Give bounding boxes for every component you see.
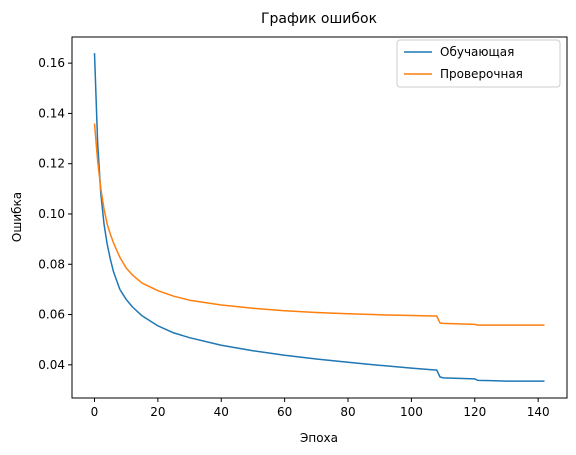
x-tick-label: 0	[91, 405, 99, 419]
legend-label-train: Обучающая	[440, 45, 514, 59]
y-tick-label: 0.08	[38, 257, 65, 271]
plot-frame	[71, 36, 568, 399]
y-tick-label: 0.12	[38, 157, 65, 171]
legend-box	[396, 39, 561, 88]
plot-area	[93, 53, 545, 382]
x-tick-label: 60	[277, 405, 292, 419]
x-tick-label: 140	[527, 405, 550, 419]
x-axis-label: Эпоха	[300, 431, 338, 445]
y-axis-label: Ошибка	[10, 192, 24, 242]
y-tick-label: 0.10	[38, 207, 65, 221]
y-tick-label: 0.14	[38, 106, 65, 120]
legend-label-validation: Проверочная	[440, 67, 523, 81]
series-line-0	[93, 53, 545, 382]
legend: Обучающая Проверочная	[396, 39, 561, 88]
series-line-1	[93, 123, 545, 326]
x-tick-label: 100	[400, 405, 423, 419]
chart-title: График ошибок	[261, 11, 377, 27]
y-tick-label: 0.04	[38, 358, 65, 372]
x-tick-label: 40	[214, 405, 229, 419]
x-tick-label: 80	[340, 405, 355, 419]
y-tick-label: 0.06	[38, 308, 65, 322]
y-tick-label: 0.16	[38, 56, 65, 70]
x-tick-label: 20	[150, 405, 165, 419]
x-tick-label: 120	[463, 405, 486, 419]
